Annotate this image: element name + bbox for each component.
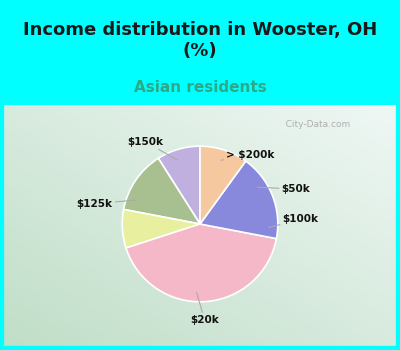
Text: $20k: $20k — [190, 293, 219, 325]
Wedge shape — [158, 146, 200, 224]
Text: > $200k: > $200k — [221, 150, 274, 160]
Text: Asian residents: Asian residents — [134, 79, 266, 94]
Wedge shape — [200, 146, 246, 224]
Wedge shape — [200, 161, 278, 239]
Text: $100k: $100k — [268, 215, 319, 228]
Text: City-Data.com: City-Data.com — [277, 120, 350, 128]
Wedge shape — [126, 224, 276, 302]
Text: $150k: $150k — [127, 136, 177, 160]
Text: $50k: $50k — [257, 184, 310, 194]
Text: Income distribution in Wooster, OH
(%): Income distribution in Wooster, OH (%) — [23, 21, 377, 60]
Text: $125k: $125k — [77, 199, 136, 209]
Wedge shape — [122, 209, 200, 248]
Wedge shape — [124, 158, 200, 224]
